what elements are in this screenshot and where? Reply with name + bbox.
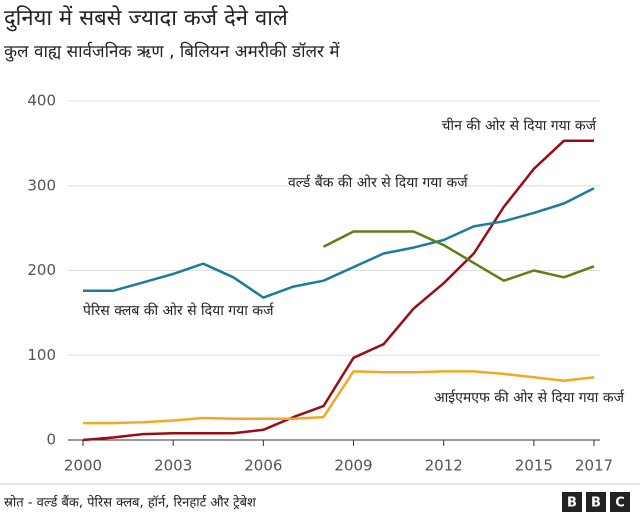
x-tick-label: 2009 <box>334 457 372 475</box>
series-line <box>322 230 595 282</box>
logo-letter: B <box>591 496 601 511</box>
x-tick-label: 2012 <box>425 457 463 475</box>
series-line <box>83 187 595 299</box>
legend-label-text: वर्ल्ड बैंक की ओर से दिया गया कर्ज <box>288 174 468 192</box>
x-tick-label: 2003 <box>154 457 192 475</box>
legend-label: चीन की ओर से दिया गया कर्ज <box>442 117 597 134</box>
x-tick-label: 2000 <box>64 457 102 475</box>
x-tick-label: 2017 <box>575 457 613 475</box>
logo-letter: C <box>615 496 625 511</box>
logo-box <box>586 492 606 512</box>
y-tick-label: 200 <box>27 261 56 279</box>
source: स्रोत - वर्ल्ड बैंक, पेरिस क्लब, हॉर्न, … <box>4 495 257 511</box>
chart-title: दुनिया में सबसे ज्यादा कर्ज देने वाले <box>4 5 289 32</box>
x-tick-label: 2006 <box>244 457 282 475</box>
y-tick-label: 0 <box>46 431 56 449</box>
y-tick-label: 300 <box>27 176 56 194</box>
series-line <box>82 139 594 442</box>
legend-label: पेरिस क्लब की ओर से दिया गया कर्ज <box>83 302 274 319</box>
legend-label: वर्ल्ड बैंक की ओर से दिया गया कर्ज <box>288 174 468 192</box>
y-tick-label: 400 <box>27 92 56 110</box>
logo-box <box>562 492 582 512</box>
legend-label: आईएमएफ की ओर से दिया गया कर्ज <box>434 389 625 406</box>
y-tick-label: 100 <box>27 346 56 364</box>
logo: B B C <box>562 492 630 512</box>
series-line <box>83 370 595 425</box>
logo-box <box>610 492 630 512</box>
x-tick-label: 2015 <box>515 457 553 475</box>
chart-subtitle: कुल वाह्य सार्वजनिक ऋण , बिलियन अमरीकी ड… <box>4 41 340 62</box>
logo-letter: B <box>567 496 577 511</box>
